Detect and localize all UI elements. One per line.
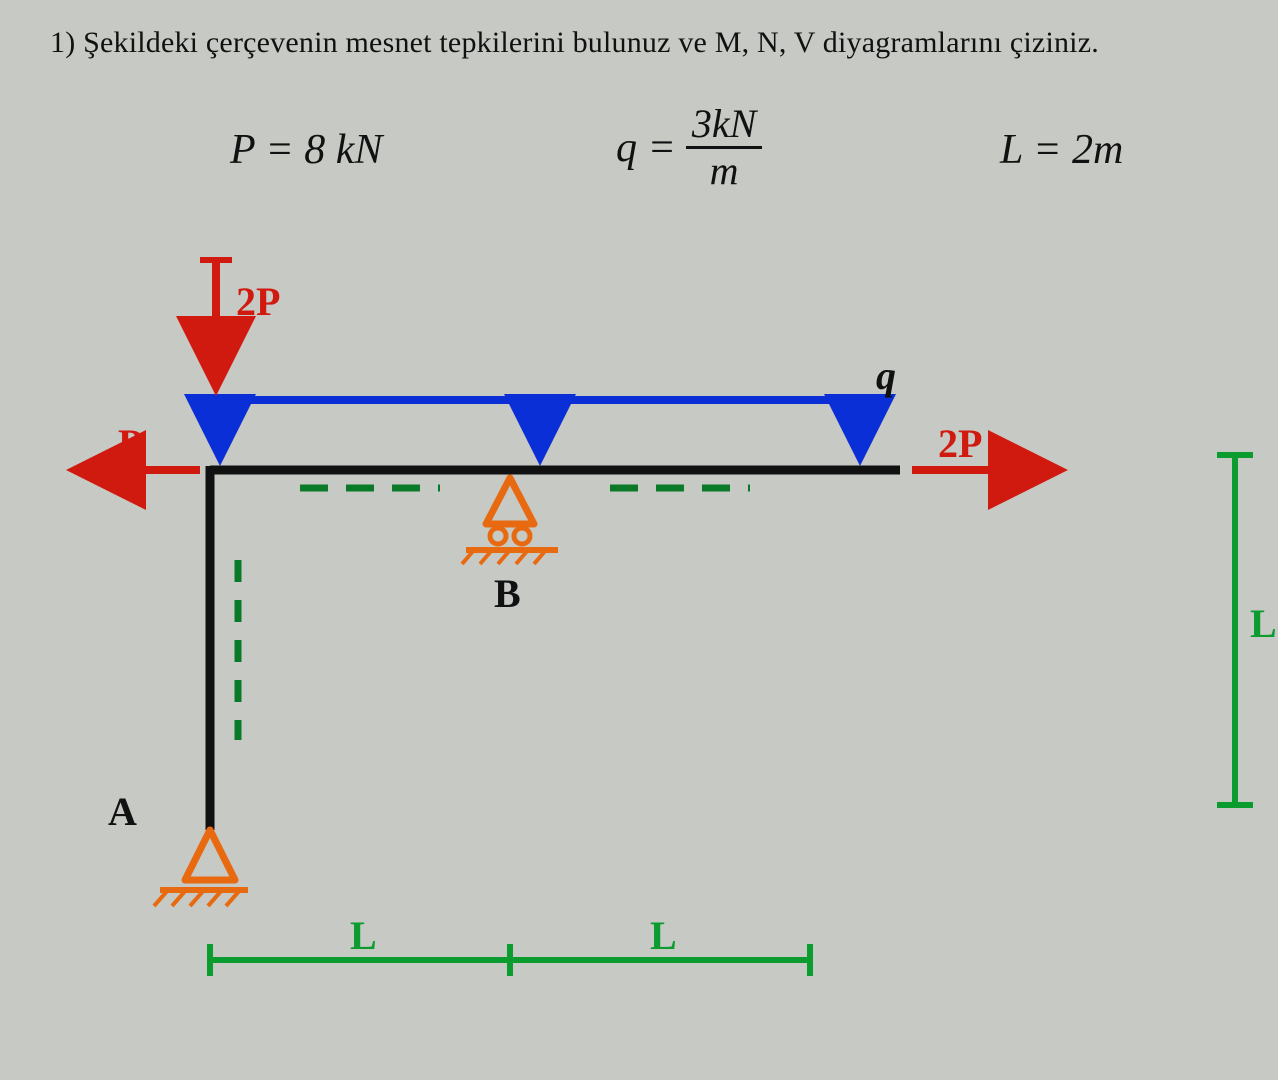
- label-L-h2: L: [650, 912, 677, 959]
- label-2P-top: 2P: [236, 278, 280, 325]
- label-2P-right: 2P: [938, 420, 982, 467]
- frame-members: [210, 466, 900, 830]
- label-L-v: L: [1250, 600, 1277, 647]
- label-B: B: [494, 570, 521, 617]
- label-q: q: [876, 352, 896, 399]
- distributed-load: [220, 400, 860, 454]
- support-B: [462, 478, 558, 564]
- label-L-h1: L: [350, 912, 377, 959]
- force-arrows: [82, 260, 1052, 470]
- label-P-left: P: [118, 420, 142, 467]
- vertical-dimension: [1217, 455, 1253, 805]
- support-A: [154, 830, 248, 906]
- label-A: A: [108, 788, 137, 835]
- frame-diagram: [0, 0, 1278, 1080]
- horizontal-dimension: [210, 944, 810, 976]
